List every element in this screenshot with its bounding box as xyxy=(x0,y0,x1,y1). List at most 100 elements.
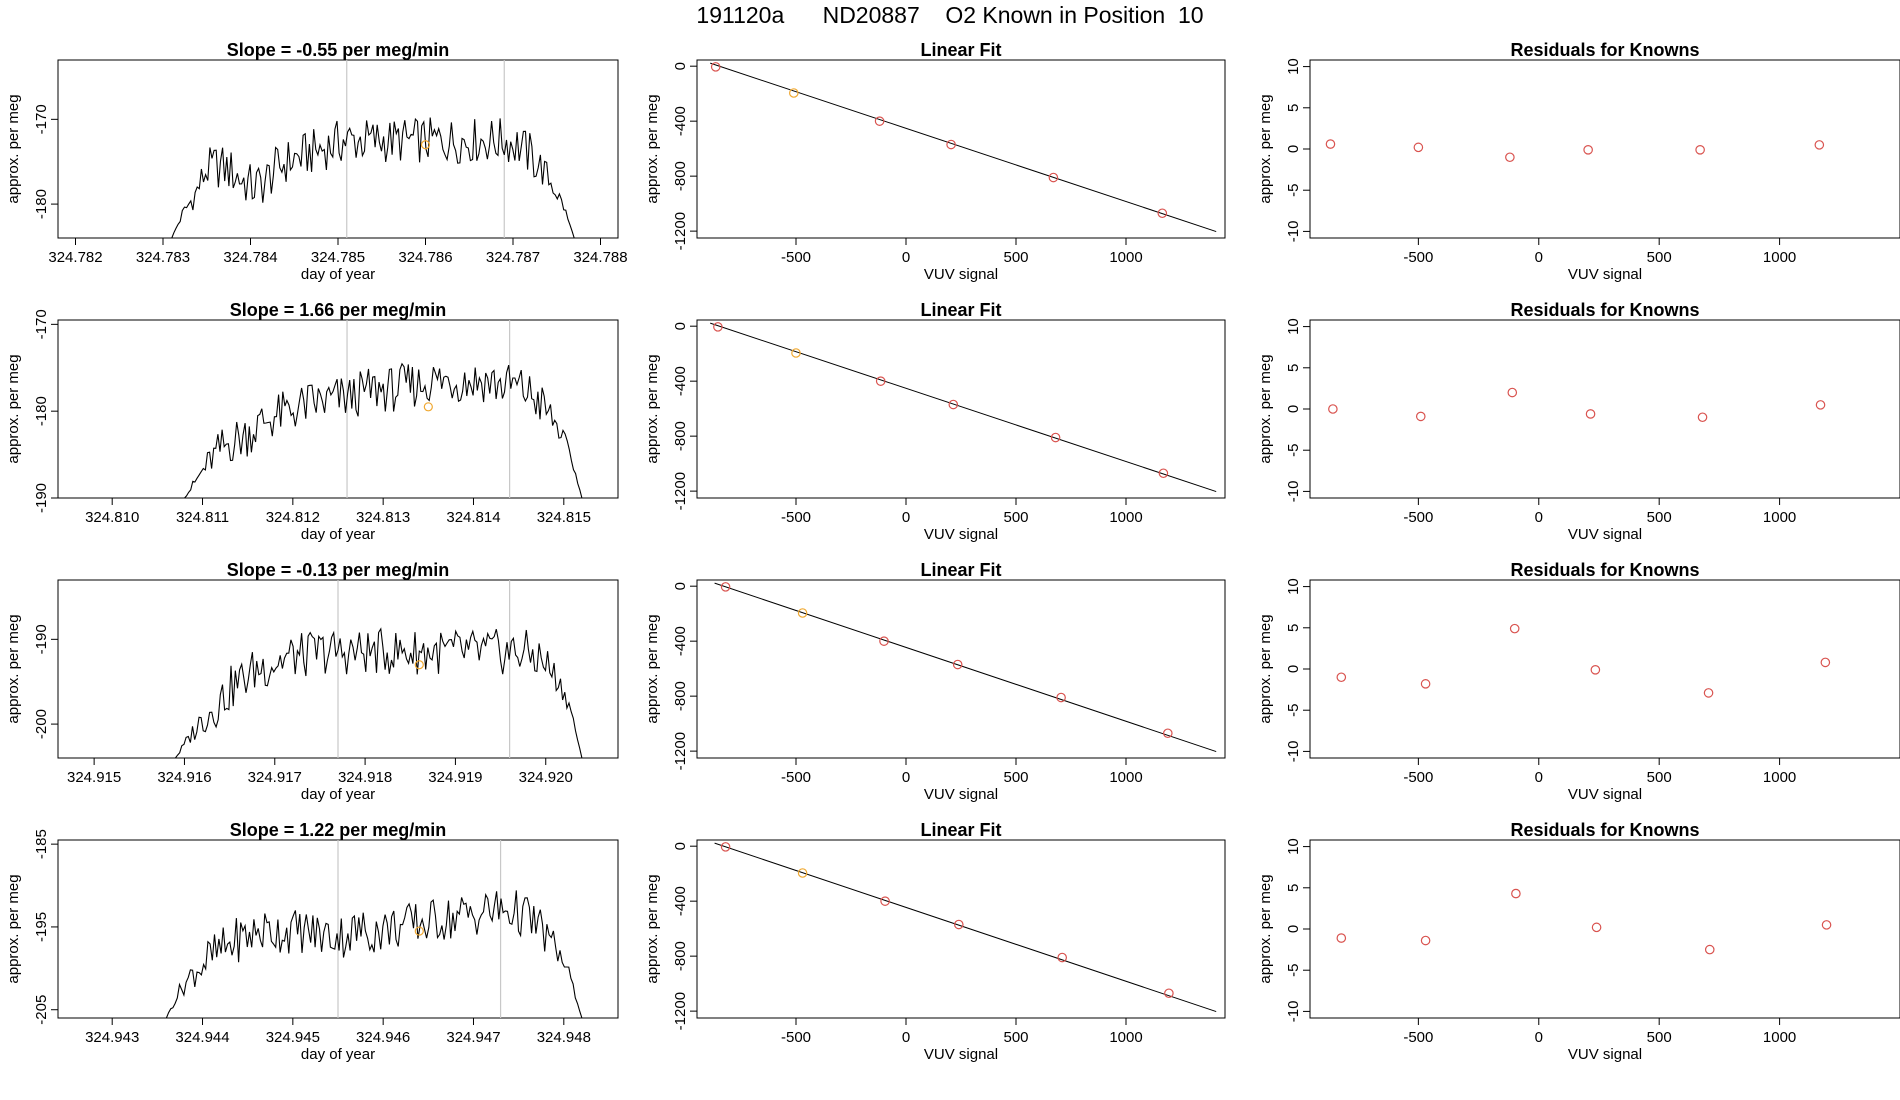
x-tick-label: 500 xyxy=(1003,509,1028,526)
x-tick-label: 324.943 xyxy=(85,1029,139,1046)
data-point xyxy=(875,376,886,386)
data-point xyxy=(1164,988,1174,999)
y-tick-label: -1200 xyxy=(672,732,689,770)
plot-data xyxy=(184,320,583,498)
y-tick-label: 5 xyxy=(1285,364,1302,372)
y-tick-label: 0 xyxy=(672,322,689,330)
y-tick-label: 0 xyxy=(1285,665,1302,673)
x-axis-label: VUV signal xyxy=(924,1046,998,1063)
x-axis-label: VUV signal xyxy=(1568,266,1642,283)
series-line xyxy=(174,627,583,758)
panel-title: Residuals for Knowns xyxy=(1510,40,1699,60)
y-tick-label: -10 xyxy=(1285,481,1302,503)
x-tick-label: 324.919 xyxy=(428,769,482,786)
y-axis-label: approx. per meg xyxy=(1257,354,1274,463)
data-point xyxy=(1415,411,1426,422)
data-point xyxy=(1325,139,1336,149)
x-tick-label: 324.815 xyxy=(537,509,591,526)
panel-3: Slope = -0.13 per meg/min 324.915 324.916 3… xyxy=(5,560,619,803)
data-point xyxy=(1336,933,1347,943)
panel-title: Slope = 1.22 per meg/min xyxy=(230,820,447,840)
y-tick-label: -180 xyxy=(33,189,50,219)
data-point xyxy=(1420,935,1431,946)
plot-frame xyxy=(1309,839,1900,1019)
y-tick-label: -190 xyxy=(33,483,50,513)
data-point xyxy=(1413,142,1424,153)
y-axis-label: approx. per meg xyxy=(644,354,661,463)
y-tick-label: 5 xyxy=(1285,884,1302,892)
x-tick-label: 324.944 xyxy=(175,1029,229,1046)
series-line xyxy=(184,362,583,498)
plot-frame xyxy=(57,59,619,239)
data-point xyxy=(1704,944,1715,955)
data-point xyxy=(1583,145,1593,155)
y-tick-label: -10 xyxy=(1285,221,1302,243)
data-point xyxy=(720,842,731,852)
x-tick-label: 0 xyxy=(1535,769,1543,786)
y-tick-label: 0 xyxy=(1285,145,1302,153)
plot-data xyxy=(174,580,583,758)
panel-title: Residuals for Knowns xyxy=(1510,820,1699,840)
y-tick-label: -200 xyxy=(33,709,50,739)
data-point xyxy=(720,582,731,592)
mean-marker xyxy=(414,926,424,936)
data-point xyxy=(1511,888,1521,899)
data-point xyxy=(1695,145,1705,155)
y-axis-label: approx. per meg xyxy=(644,94,661,203)
data-point xyxy=(953,919,964,930)
y-tick-label: -180 xyxy=(33,396,50,426)
panel-title: Linear Fit xyxy=(920,40,1001,60)
x-tick-label: -500 xyxy=(1403,249,1433,266)
x-axis-label: day of year xyxy=(301,786,375,803)
plot-data xyxy=(171,60,575,238)
y-tick-label: -190 xyxy=(33,624,50,654)
y-tick-label: 5 xyxy=(1285,624,1302,632)
x-tick-label: -500 xyxy=(1403,1029,1433,1046)
y-tick-label: -400 xyxy=(672,626,689,656)
y-tick-label: -5 xyxy=(1285,184,1302,197)
x-tick-label: 500 xyxy=(1647,249,1672,266)
plot-frame xyxy=(696,59,1226,239)
x-tick-label: 1000 xyxy=(1109,509,1142,526)
data-point xyxy=(1815,400,1826,410)
x-axis-label: day of year xyxy=(301,266,375,283)
x-tick-label: 500 xyxy=(1003,769,1028,786)
fit-line xyxy=(710,322,1217,493)
y-tick-label: -400 xyxy=(672,366,689,396)
y-tick-label: -400 xyxy=(672,106,689,136)
x-tick-label: 324.946 xyxy=(356,1029,410,1046)
data-point xyxy=(946,139,956,150)
data-point xyxy=(1163,728,1173,739)
data-point xyxy=(1056,692,1066,703)
x-tick-label: 500 xyxy=(1647,769,1672,786)
panel-11: Residuals for Knowns -500 0 500 1000 -10 -5 0 5 1… xyxy=(1257,560,1900,803)
panel-title: Linear Fit xyxy=(920,300,1001,320)
y-tick-label: -5 xyxy=(1285,704,1302,717)
y-tick-label: -1200 xyxy=(672,992,689,1030)
mean-marker xyxy=(423,402,433,412)
x-tick-label: 1000 xyxy=(1763,1029,1796,1046)
data-point xyxy=(1057,952,1067,963)
y-tick-label: -800 xyxy=(672,941,689,971)
data-point xyxy=(1505,152,1515,163)
x-axis-label: VUV signal xyxy=(1568,1046,1642,1063)
x-tick-label: -500 xyxy=(1403,509,1433,526)
y-axis-label: approx. per meg xyxy=(644,614,661,723)
plot-data xyxy=(710,322,1217,493)
data-point xyxy=(1158,468,1169,479)
panel-title: Linear Fit xyxy=(920,560,1001,580)
x-tick-label: 324.788 xyxy=(573,249,627,266)
panel-title: Residuals for Knowns xyxy=(1510,300,1699,320)
y-tick-label: 0 xyxy=(672,842,689,850)
y-tick-label: -800 xyxy=(672,161,689,191)
y-axis-label: approx. per meg xyxy=(1257,874,1274,983)
mean-marker xyxy=(414,660,424,670)
plot-data xyxy=(1325,139,1825,163)
x-tick-label: 0 xyxy=(1535,1029,1543,1046)
panel-12: Residuals for Knowns -500 0 500 1000 -10 -5 0 5 1… xyxy=(1257,820,1900,1063)
plot-data xyxy=(1328,387,1826,423)
x-axis-label: VUV signal xyxy=(924,786,998,803)
data-point xyxy=(880,896,890,906)
x-tick-label: 324.945 xyxy=(266,1029,320,1046)
